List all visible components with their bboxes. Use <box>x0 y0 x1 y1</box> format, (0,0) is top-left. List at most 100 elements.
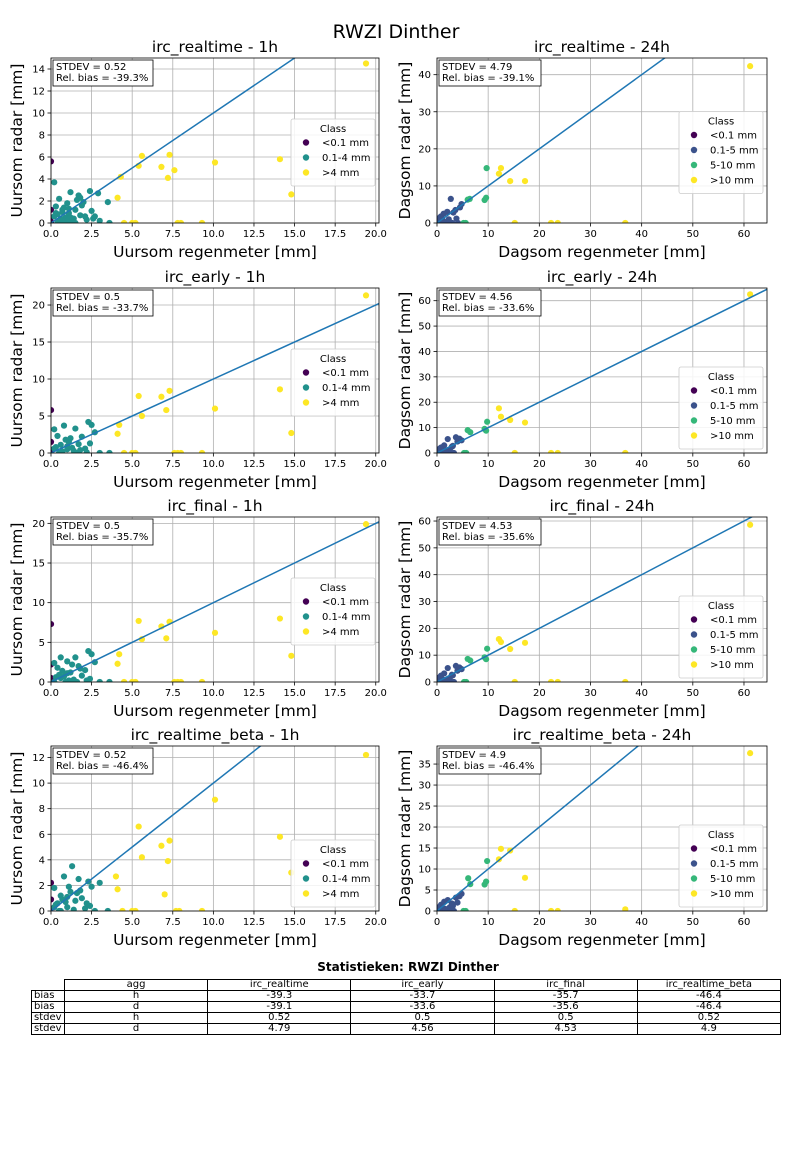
scatter-point <box>362 521 370 528</box>
scatter-point <box>483 165 490 172</box>
stats-header-row: agg irc_realtime irc_early irc_final irc_rea… <box>32 979 782 991</box>
plot-content <box>437 288 767 453</box>
scatter-point <box>447 195 454 202</box>
scatter-panel: irc_early - 1h 0.0 2.5 5.0 7.5 10.0 12.5 15.0 17… <box>8 268 387 491</box>
stats-cell: -46.4 <box>636 1001 782 1013</box>
stats-cell: d <box>63 1001 209 1013</box>
stats-annotation-box <box>52 747 154 775</box>
scatter-point <box>96 449 103 453</box>
scatter-point <box>554 219 561 223</box>
plot-content <box>51 292 379 453</box>
scatter-point <box>132 907 139 911</box>
panels: irc_realtime - 1h 0.0 2.5 5.0 7.5 10.0 12.5 15.… <box>8 38 768 949</box>
stats-annotation-box <box>438 747 542 775</box>
legend-label: 0.1-4 mm <box>322 612 371 623</box>
y-tick-label: 10 <box>418 423 431 434</box>
legend-marker <box>302 154 310 161</box>
scatter-point <box>276 615 284 622</box>
panel-title: irc_realtime_beta - 1h <box>131 726 300 745</box>
panel-title: irc_early - 24h <box>547 268 658 287</box>
stats-row-label: stdev <box>31 1012 65 1024</box>
scatter-point <box>483 878 490 885</box>
scatter-point <box>547 449 555 453</box>
scatter-point <box>69 661 76 668</box>
legend-title: Class <box>320 583 346 594</box>
x-tick-label: 17.5 <box>324 688 346 699</box>
y-axis-label: Dagsom radar [mm] <box>396 521 414 679</box>
panel-title: irc_realtime - 1h <box>152 38 278 57</box>
scatter-point <box>198 219 206 223</box>
x-tick-label: 12.5 <box>243 229 265 240</box>
x-axis-label: Dagsom regenmeter [mm] <box>498 473 705 491</box>
stats-row-label: bias <box>31 990 65 1002</box>
scatter-point <box>135 823 142 830</box>
x-tick-label: 5.0 <box>124 229 140 240</box>
stats-cell: 4.56 <box>350 1023 495 1035</box>
x-tick-label: 20 <box>533 229 546 240</box>
scatter-point <box>51 879 55 886</box>
x-axis-label: Uursom regenmeter [mm] <box>113 473 317 491</box>
x-tick-label: 15.0 <box>283 688 305 699</box>
y-tick-label: 30 <box>418 107 431 118</box>
x-tick-label: 10.0 <box>202 688 224 699</box>
stats-annotation-line: Rel. bias = -39.3% <box>56 73 148 84</box>
scatter-point <box>78 672 85 679</box>
identity-line <box>51 521 379 682</box>
legend-label: <0.1 mm <box>710 131 757 142</box>
x-tick-label: 10 <box>482 917 495 928</box>
x-tick-label: 20 <box>533 688 546 699</box>
scatter-point <box>56 195 63 202</box>
x-tick-label: 7.5 <box>165 917 181 928</box>
scatter-point <box>497 638 505 646</box>
scatter-panel: irc_realtime - 1h 0.0 2.5 5.0 7.5 10.0 12.5 15.… <box>8 38 387 261</box>
scatter-panel: irc_realtime - 24h 0 10 20 30 40 50 60 0 10 20 30 40… <box>396 38 768 261</box>
scatter-point <box>138 152 146 159</box>
plot-content <box>51 521 379 682</box>
scatter-point <box>51 213 58 220</box>
scatter-panel: irc_final - 1h 0.0 2.5 5.0 7.5 10.0 12.5 15.0 17… <box>8 497 387 720</box>
scatter-point <box>444 435 451 443</box>
legend-label: <0.1 mm <box>710 615 757 626</box>
scatter-point <box>176 907 183 911</box>
x-tick-label: 7.5 <box>165 688 181 699</box>
stats-annotation-line: STDEV = 4.56 <box>442 292 512 303</box>
stats-row: bias d -39.1 -33.6 -35.6 -46.4 <box>31 1001 782 1013</box>
legend-box <box>678 366 764 450</box>
legend-label: 0.1-5 mm <box>710 146 759 157</box>
y-tick-label: 0 <box>39 449 45 460</box>
scatter-point <box>211 629 219 636</box>
scatter-point <box>467 657 474 664</box>
scatter-point <box>511 907 518 911</box>
scatter-point <box>446 218 453 223</box>
y-tick-label: 2 <box>39 197 45 208</box>
x-tick-label: 15.0 <box>283 229 305 240</box>
stats-cell: -33.6 <box>350 1001 495 1013</box>
legend-marker <box>302 139 310 146</box>
identity-line <box>437 288 767 453</box>
scatter-point <box>276 833 284 840</box>
scatter-point <box>77 194 84 201</box>
scatter-point <box>747 521 754 528</box>
scatter-point <box>96 217 103 223</box>
stats-column-header: irc_early <box>350 979 495 991</box>
scatter-point <box>450 678 457 682</box>
scatter-point <box>511 678 518 682</box>
scatter-point <box>511 219 518 223</box>
y-tick-label: 40 <box>418 347 431 358</box>
y-axis-label: Uursom radar [mm] <box>8 523 26 677</box>
x-tick-label: 15.0 <box>283 917 305 928</box>
stats-body: agg irc_realtime irc_early irc_final irc_rea… <box>31 979 782 1035</box>
scatter-point <box>211 159 219 166</box>
plot-frame <box>50 287 380 454</box>
scatter-point <box>57 449 64 453</box>
y-tick-label: 15 <box>32 559 45 570</box>
scatter-point <box>747 291 754 298</box>
x-tick-label: 0 <box>434 229 440 240</box>
scatter-point <box>521 639 529 646</box>
scatter-point <box>622 219 629 223</box>
scatter-point <box>507 645 514 653</box>
legend-marker <box>690 616 698 623</box>
stats-title: Statistieken: RWZI Dinther <box>317 960 499 974</box>
scatter-point <box>104 907 111 911</box>
x-tick-label: 60 <box>738 229 751 240</box>
